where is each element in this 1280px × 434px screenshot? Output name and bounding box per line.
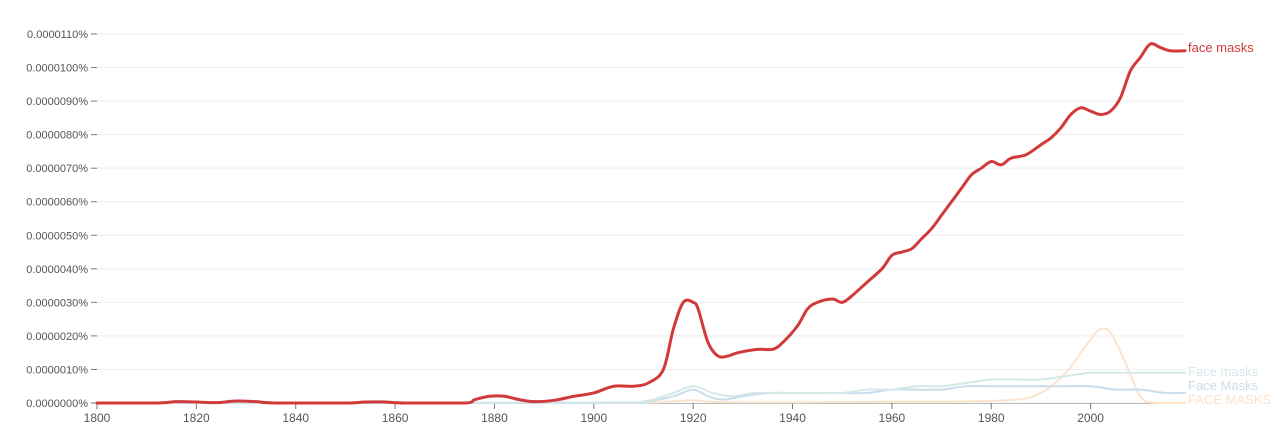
series-lines (95, 42, 1187, 405)
x-tick-label: 1940 (779, 411, 806, 425)
series-label-face-masks-1[interactable]: Face masks (1188, 364, 1259, 379)
y-tick-label: 0.0000070% (26, 163, 88, 175)
y-tick-label: 0.0000040% (26, 264, 88, 276)
y-tick-label: 0.0000000% (26, 398, 88, 410)
series-line-face-masks-1[interactable] (96, 384, 1186, 405)
y-tick-label: 0.0000030% (26, 297, 88, 309)
series-label-face-masks-0[interactable]: face masks (1188, 40, 1254, 55)
x-tick-label: 1800 (84, 411, 111, 425)
series-label-face-masks-2[interactable]: Face Masks (1188, 378, 1259, 393)
y-tick-label: 0.0000060% (26, 197, 88, 209)
x-tick-label: 1960 (879, 411, 906, 425)
y-tick-label: 0.0000100% (26, 63, 88, 75)
y-tick-label: 0.0000010% (26, 364, 88, 376)
series-label-face-masks-3[interactable]: FACE MASKS (1188, 392, 1271, 407)
y-tick-label: 0.0000050% (26, 230, 88, 242)
x-tick-label: 1820 (183, 411, 210, 425)
y-tick-label: 0.0000020% (26, 331, 88, 343)
x-tick-label: 1920 (680, 411, 707, 425)
series-line-face-masks-2[interactable] (96, 371, 1186, 404)
y-tick-label: 0.0000110% (27, 29, 88, 41)
series-line-face-masks-3[interactable] (95, 42, 1187, 405)
x-tick-label: 1980 (978, 411, 1005, 425)
y-tick-label: 0.0000090% (26, 96, 88, 108)
x-tick-label: 1840 (282, 411, 309, 425)
x-tick-label: 1860 (382, 411, 409, 425)
x-tick-label: 1900 (580, 411, 607, 425)
y-axis: 0.0000000% 0.0000010% 0.0000020% 0.0000030%… (26, 29, 97, 410)
y-tick-label: 0.0000080% (26, 130, 88, 142)
series-line-face-masks-0[interactable] (96, 327, 1186, 405)
x-tick-label: 1880 (481, 411, 508, 425)
x-axis: 1800 1820 1840 1860 1880 1900 1920 1940 1960 1980… (84, 403, 1185, 425)
x-tick-label: 2000 (1077, 411, 1104, 425)
gridlines (97, 33, 1185, 404)
